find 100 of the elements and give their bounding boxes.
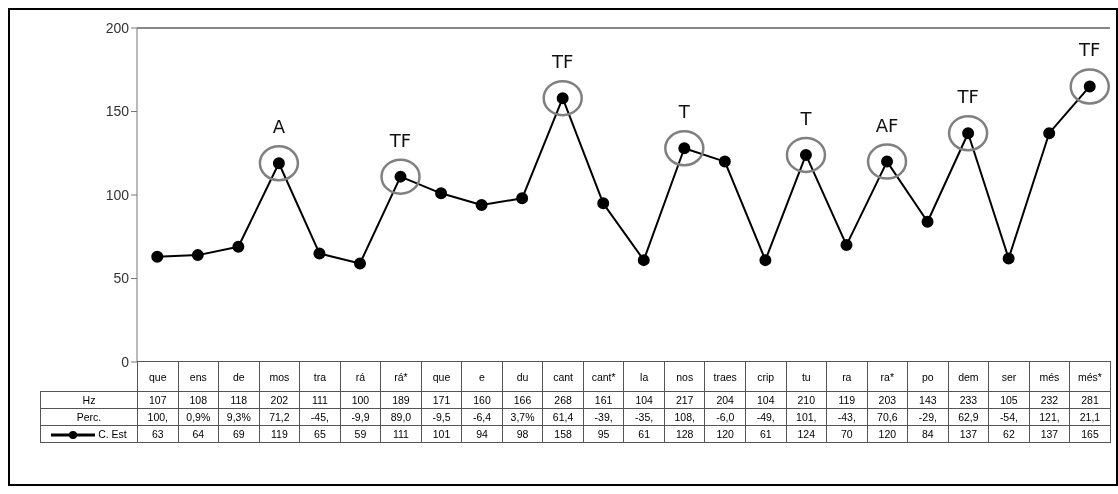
x-tick-label: més* xyxy=(1069,361,1111,392)
x-tick-label: cant* xyxy=(583,361,624,392)
data-label: 124 xyxy=(786,425,827,443)
legend-label: C. Est xyxy=(40,425,138,443)
text: 108, xyxy=(674,411,695,423)
text: 118 xyxy=(230,394,248,406)
point xyxy=(1002,252,1015,265)
x-tick-label: nos xyxy=(664,361,705,392)
point xyxy=(840,239,853,252)
x-tick-label: du xyxy=(502,361,543,392)
text: 210 xyxy=(797,394,816,406)
text: 9,3% xyxy=(226,411,251,423)
point xyxy=(313,247,326,260)
data-label: 64 xyxy=(178,425,219,443)
text: 62,9 xyxy=(958,411,979,423)
text: 161 xyxy=(594,394,613,406)
x-tick-label: que xyxy=(137,361,179,392)
point xyxy=(151,250,164,263)
point xyxy=(664,129,705,167)
x-tick-label: ra* xyxy=(867,361,908,392)
data-label: 120 xyxy=(867,425,908,443)
x-tick-label: po xyxy=(907,361,949,392)
text: 70,6 xyxy=(877,411,898,423)
point xyxy=(435,187,448,200)
text: -6,0 xyxy=(716,411,735,423)
point xyxy=(1043,127,1056,140)
x-tick-label: dem xyxy=(948,361,989,392)
data-label: 62 xyxy=(988,425,1030,443)
x-tick-label: ens xyxy=(178,361,219,392)
x-tick-label: crip xyxy=(745,361,786,392)
text: 189 xyxy=(392,394,410,406)
text: -54, xyxy=(999,411,1018,423)
text: -29, xyxy=(918,411,937,423)
x-tick-label: tu xyxy=(786,361,827,392)
point xyxy=(947,114,989,152)
data-label: 137 xyxy=(948,425,989,443)
x-tick-label: que xyxy=(421,361,462,392)
text: -9,9 xyxy=(351,411,370,423)
text: 111 xyxy=(311,394,328,406)
data-label: 61 xyxy=(745,425,786,443)
x-tick-label: la xyxy=(623,361,665,392)
text: 89,0 xyxy=(390,411,412,423)
point xyxy=(353,257,366,270)
data-label: 95 xyxy=(583,425,624,443)
annotation: TF xyxy=(1078,39,1101,61)
text: -6,4 xyxy=(472,411,492,423)
point xyxy=(785,136,827,174)
x-tick-label: rá* xyxy=(380,361,422,392)
point xyxy=(258,145,300,182)
x-tick-label: tra xyxy=(299,361,341,392)
point xyxy=(718,155,731,168)
text: 108 xyxy=(189,394,208,406)
text: 100 xyxy=(351,394,370,406)
text: 61,4 xyxy=(552,411,574,423)
data-label: 70 xyxy=(826,425,868,443)
text: -35, xyxy=(635,411,654,423)
data-label: 98 xyxy=(502,425,543,443)
annotation: TF xyxy=(956,86,979,108)
text: 143 xyxy=(919,394,937,406)
x-tick-label: més xyxy=(1029,361,1070,392)
y-tick-label: 50 xyxy=(113,270,130,287)
point xyxy=(475,199,488,212)
annotation: A xyxy=(272,116,286,138)
x-tick-label: traes xyxy=(704,361,746,392)
point xyxy=(232,240,245,253)
text: 119 xyxy=(838,394,856,406)
annotation: TF xyxy=(388,129,412,151)
point xyxy=(1069,68,1110,105)
data-label: 137 xyxy=(1029,425,1070,443)
text: 104 xyxy=(635,394,653,406)
text: 166 xyxy=(513,394,532,406)
point xyxy=(380,158,421,195)
point xyxy=(921,215,934,228)
text: 21,1 xyxy=(1079,411,1101,423)
text: 202 xyxy=(270,394,289,406)
text: -9,5 xyxy=(432,411,451,423)
data-label: 63 xyxy=(137,425,179,443)
text: 233 xyxy=(959,394,978,406)
data-label: 101 xyxy=(421,425,462,443)
text: 232 xyxy=(1040,394,1059,406)
text: Perc. xyxy=(40,408,138,426)
point xyxy=(542,79,583,117)
x-tick-label: rá xyxy=(340,361,381,392)
data-label: 128 xyxy=(664,425,705,443)
text: 3,7% xyxy=(510,411,535,423)
data-label: 120 xyxy=(704,425,746,443)
text: -39, xyxy=(594,411,613,423)
annotation: T xyxy=(799,107,813,129)
data-label: 94 xyxy=(461,425,503,443)
text: 171 xyxy=(432,394,451,406)
x-tick-label: de xyxy=(218,361,260,392)
x-tick-label: mos xyxy=(259,361,300,392)
data-label: 69 xyxy=(218,425,260,443)
point xyxy=(597,197,610,210)
data-label: 158 xyxy=(542,425,584,443)
text: 160 xyxy=(473,394,491,406)
annotation: TF xyxy=(551,51,574,73)
text: -43, xyxy=(837,411,856,423)
annotation: T xyxy=(677,101,691,123)
text: Hz xyxy=(40,391,138,409)
